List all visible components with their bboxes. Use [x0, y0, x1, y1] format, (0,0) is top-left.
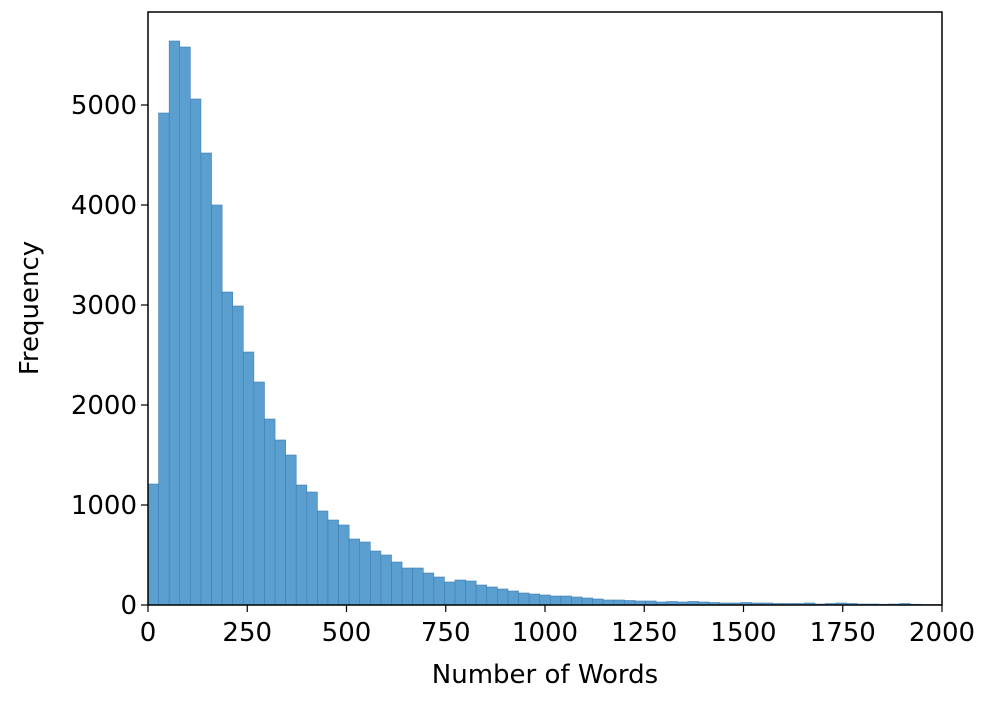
- bar: [475, 584, 488, 606]
- bar: [232, 305, 244, 606]
- bar: [507, 590, 519, 606]
- bar: [200, 152, 212, 606]
- bar: [465, 580, 477, 606]
- bar: [274, 439, 286, 606]
- bar: [486, 586, 498, 606]
- y-tick-label: 1000: [71, 491, 137, 521]
- bar: [581, 597, 593, 606]
- bar: [422, 572, 435, 606]
- bar: [242, 351, 255, 606]
- bar: [391, 561, 403, 606]
- bar: [211, 204, 223, 606]
- bar: [348, 538, 361, 606]
- bar: [380, 554, 392, 606]
- x-tick-label: 1000: [512, 618, 578, 648]
- bar: [401, 567, 413, 606]
- x-axis-label: Number of Words: [432, 660, 658, 690]
- y-tick-label: 0: [120, 591, 137, 621]
- y-tick-label: 4000: [71, 191, 137, 221]
- x-tick-label: 0: [140, 618, 157, 648]
- bar: [338, 524, 350, 606]
- bar: [264, 418, 276, 606]
- x-tick-label: 2000: [909, 618, 975, 648]
- bar: [147, 483, 159, 606]
- bar: [518, 592, 530, 606]
- bar: [327, 519, 339, 606]
- bar: [168, 40, 181, 606]
- x-tick-label: 1250: [611, 618, 677, 648]
- bar: [528, 593, 541, 606]
- bar: [317, 510, 329, 606]
- bar: [179, 46, 191, 606]
- bar: [306, 491, 318, 606]
- bar: [412, 567, 424, 606]
- x-tick-label: 1750: [810, 618, 876, 648]
- bar: [571, 596, 583, 606]
- bar: [560, 595, 572, 606]
- bar: [497, 588, 509, 606]
- y-tick-label: 3000: [71, 291, 137, 321]
- x-tick-label: 500: [322, 618, 372, 648]
- bar: [285, 454, 297, 606]
- bar: [295, 484, 308, 606]
- bar: [454, 579, 466, 606]
- y-tick-label: 5000: [71, 91, 137, 121]
- bar: [190, 98, 202, 606]
- y-axis-label: Frequency: [15, 241, 45, 375]
- bar: [433, 576, 445, 606]
- bar: [221, 291, 233, 606]
- bar: [158, 112, 170, 606]
- y-tick-label: 2000: [71, 391, 137, 421]
- x-tick-label: 250: [222, 618, 272, 648]
- bar: [549, 595, 562, 606]
- x-tick-label: 750: [421, 618, 471, 648]
- bar: [370, 550, 382, 606]
- bar: [444, 581, 456, 606]
- bar: [539, 594, 551, 606]
- bar: [592, 598, 604, 606]
- x-tick-label: 1500: [710, 618, 776, 648]
- bar: [253, 381, 265, 606]
- bar: [359, 541, 371, 606]
